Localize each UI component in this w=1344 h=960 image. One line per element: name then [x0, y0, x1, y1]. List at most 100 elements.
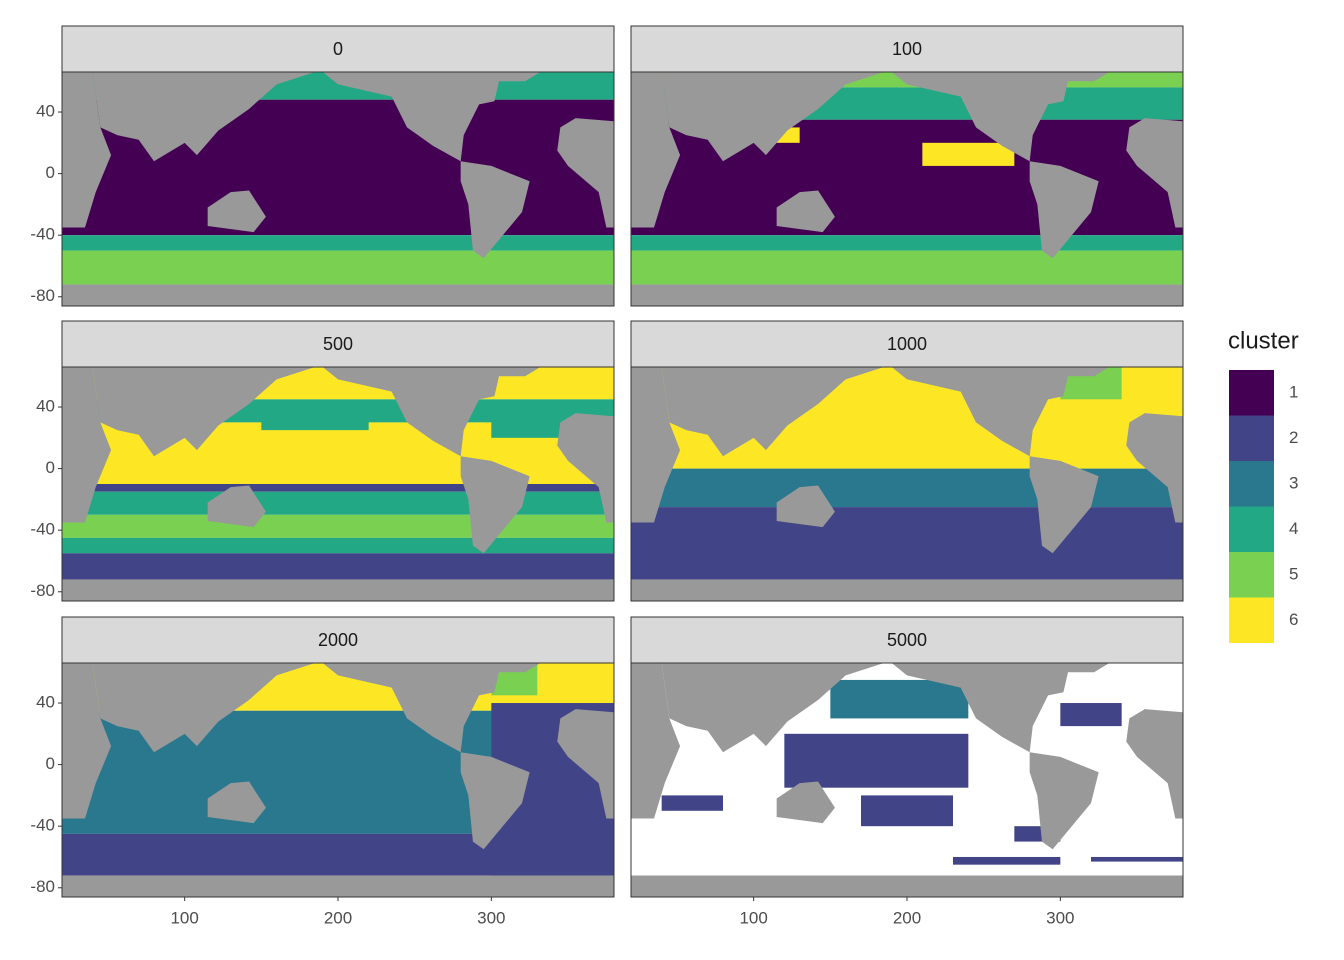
legend-key — [1229, 552, 1274, 598]
land — [62, 875, 614, 897]
y-tick-label: -80 — [30, 581, 55, 600]
cluster-region — [62, 250, 614, 285]
y-tick-label: -80 — [30, 286, 55, 305]
cluster-region — [62, 514, 614, 538]
land — [491, 367, 541, 377]
legend-label: 5 — [1289, 564, 1298, 583]
y-tick-label: 0 — [46, 458, 55, 477]
cluster-region — [62, 491, 614, 515]
land — [62, 72, 112, 228]
cluster-region — [1091, 856, 1183, 862]
panel-border — [61, 71, 615, 307]
panel-border — [61, 366, 615, 602]
land — [207, 190, 266, 233]
land — [631, 875, 1183, 897]
cluster-region — [830, 679, 969, 719]
land — [62, 663, 112, 819]
legend-key — [1229, 461, 1274, 507]
land — [776, 781, 835, 824]
legend-key — [1229, 370, 1274, 416]
legend-label: 6 — [1289, 610, 1298, 629]
land — [1029, 456, 1099, 554]
land — [557, 118, 614, 228]
land — [631, 284, 1183, 306]
legend-title: cluster — [1228, 327, 1299, 354]
land — [322, 367, 499, 457]
land — [891, 663, 1068, 753]
land — [776, 485, 835, 528]
land — [62, 367, 112, 523]
cluster-region — [631, 468, 1183, 508]
cluster-region — [62, 537, 614, 554]
y-tick-label: -80 — [30, 877, 55, 896]
land — [92, 72, 316, 162]
cluster-region — [861, 795, 953, 827]
legend-key — [1229, 597, 1274, 643]
facet-title: 1000 — [887, 334, 927, 354]
land — [1126, 709, 1183, 819]
land — [92, 367, 316, 457]
y-tick-label: 0 — [46, 163, 55, 182]
land — [1060, 663, 1110, 673]
x-tick-label: 300 — [477, 908, 505, 927]
cluster-region — [1060, 703, 1122, 727]
y-tick-label: 40 — [36, 693, 55, 712]
facet-title: 500 — [323, 334, 353, 354]
land — [891, 72, 1068, 162]
land — [207, 781, 266, 824]
cluster-region — [922, 142, 1015, 166]
map-panel — [631, 663, 1183, 897]
land — [661, 663, 884, 753]
legend-key — [1229, 506, 1274, 552]
facet-title: 5000 — [887, 630, 927, 650]
land — [1060, 72, 1110, 82]
land — [491, 663, 541, 673]
y-tick-label: 40 — [36, 102, 55, 121]
land — [1126, 413, 1183, 523]
land — [631, 579, 1183, 601]
legend-label: 2 — [1289, 428, 1298, 447]
land — [62, 284, 614, 306]
land — [557, 709, 614, 819]
land — [631, 663, 681, 819]
land — [1060, 367, 1110, 377]
legend-label: 3 — [1289, 473, 1298, 492]
cluster-region — [631, 250, 1183, 285]
map-panel — [62, 72, 614, 306]
y-tick-label: -40 — [30, 520, 55, 539]
land — [1029, 161, 1099, 259]
facet-strip — [61, 616, 615, 664]
map-panel — [62, 663, 614, 897]
panel-border — [630, 71, 1184, 307]
cluster-region — [631, 235, 1183, 251]
legend-label: 1 — [1289, 382, 1298, 401]
land — [207, 485, 266, 528]
land — [322, 72, 499, 162]
cluster-region — [953, 856, 1061, 865]
land — [460, 161, 530, 259]
map-panel — [62, 367, 614, 601]
land — [491, 72, 541, 82]
x-tick-label: 200 — [324, 908, 352, 927]
legend-key — [1229, 415, 1274, 461]
facet-title: 2000 — [318, 630, 358, 650]
facet-title: 0 — [333, 39, 343, 59]
x-tick-label: 300 — [1046, 908, 1074, 927]
cluster-region — [62, 553, 614, 580]
land — [661, 72, 884, 162]
map-panel — [631, 72, 1183, 306]
y-tick-label: 0 — [46, 754, 55, 773]
land — [1126, 118, 1183, 228]
facet-strip — [630, 320, 1184, 368]
cluster-region — [62, 235, 614, 251]
land — [1029, 752, 1099, 850]
land — [460, 752, 530, 850]
x-tick-label: 100 — [170, 908, 198, 927]
cluster-region — [784, 733, 969, 788]
facet-strip — [630, 25, 1184, 73]
x-tick-label: 100 — [739, 908, 767, 927]
map-panel — [631, 367, 1183, 601]
cluster-region — [631, 507, 1183, 580]
land — [557, 413, 614, 523]
panel-border — [630, 366, 1184, 602]
